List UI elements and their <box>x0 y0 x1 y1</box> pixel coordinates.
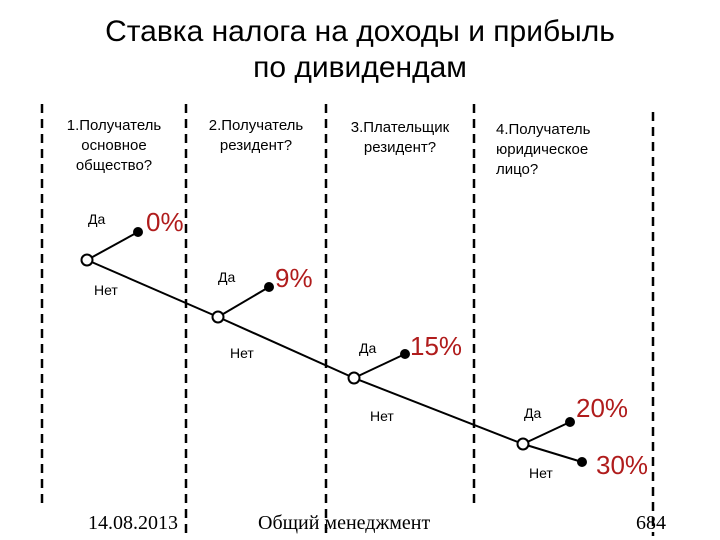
yes-branch-4 <box>522 421 571 445</box>
no-branch-2 <box>217 316 355 379</box>
rate-30-percent: 30% <box>596 450 649 480</box>
decision-node-4 <box>516 437 530 451</box>
decision-node-1 <box>80 253 94 267</box>
no-label-4: Нет <box>529 465 553 481</box>
yes-branch-3 <box>353 353 406 379</box>
outcome-dot-final <box>577 457 587 467</box>
no-branch-1 <box>86 259 219 318</box>
slide-title: Ставка налога на доходы и прибыль по див… <box>0 14 720 86</box>
rate-15-percent: 15% <box>410 331 463 361</box>
footer-course: Общий менеджмент <box>258 512 431 534</box>
outcome-dot-2 <box>264 282 274 292</box>
outcome-dot-3 <box>400 349 410 359</box>
no-branch-4 <box>522 443 583 463</box>
yes-label-4: Да <box>524 405 542 421</box>
no-label-2: Нет <box>230 345 254 361</box>
page-number: 684 <box>636 512 666 534</box>
decision-node-3 <box>347 371 361 385</box>
no-label-3: Нет <box>370 408 394 424</box>
question-1: 1.Получатель основное общество? <box>66 117 162 174</box>
decision-node-2 <box>211 310 225 324</box>
outcome-dot-4 <box>565 417 575 427</box>
no-branch-3 <box>353 377 524 445</box>
rate-0-percent: 0% <box>146 207 184 237</box>
yes-label-2: Да <box>218 269 236 285</box>
yes-branch-2 <box>217 286 270 318</box>
footer-date: 14.08.2013 <box>88 512 178 534</box>
yes-branch-1 <box>86 231 139 261</box>
title-line-1: Ставка налога на доходы и прибыль <box>105 15 615 48</box>
question-3: 3.Плательщик резидент? <box>350 119 450 156</box>
outcome-dot-1 <box>133 227 143 237</box>
no-label-1: Нет <box>94 282 118 298</box>
yes-label-3: Да <box>359 340 377 356</box>
rate-20-percent: 20% <box>576 393 629 423</box>
rate-9-percent: 9% <box>275 263 313 293</box>
title-line-2: по дивидендам <box>253 51 467 84</box>
question-2: 2.Получатель резидент? <box>208 117 304 154</box>
yes-label-1: Да <box>88 211 106 227</box>
question-4: 4.Получатель юридическое лицо? <box>496 121 591 178</box>
